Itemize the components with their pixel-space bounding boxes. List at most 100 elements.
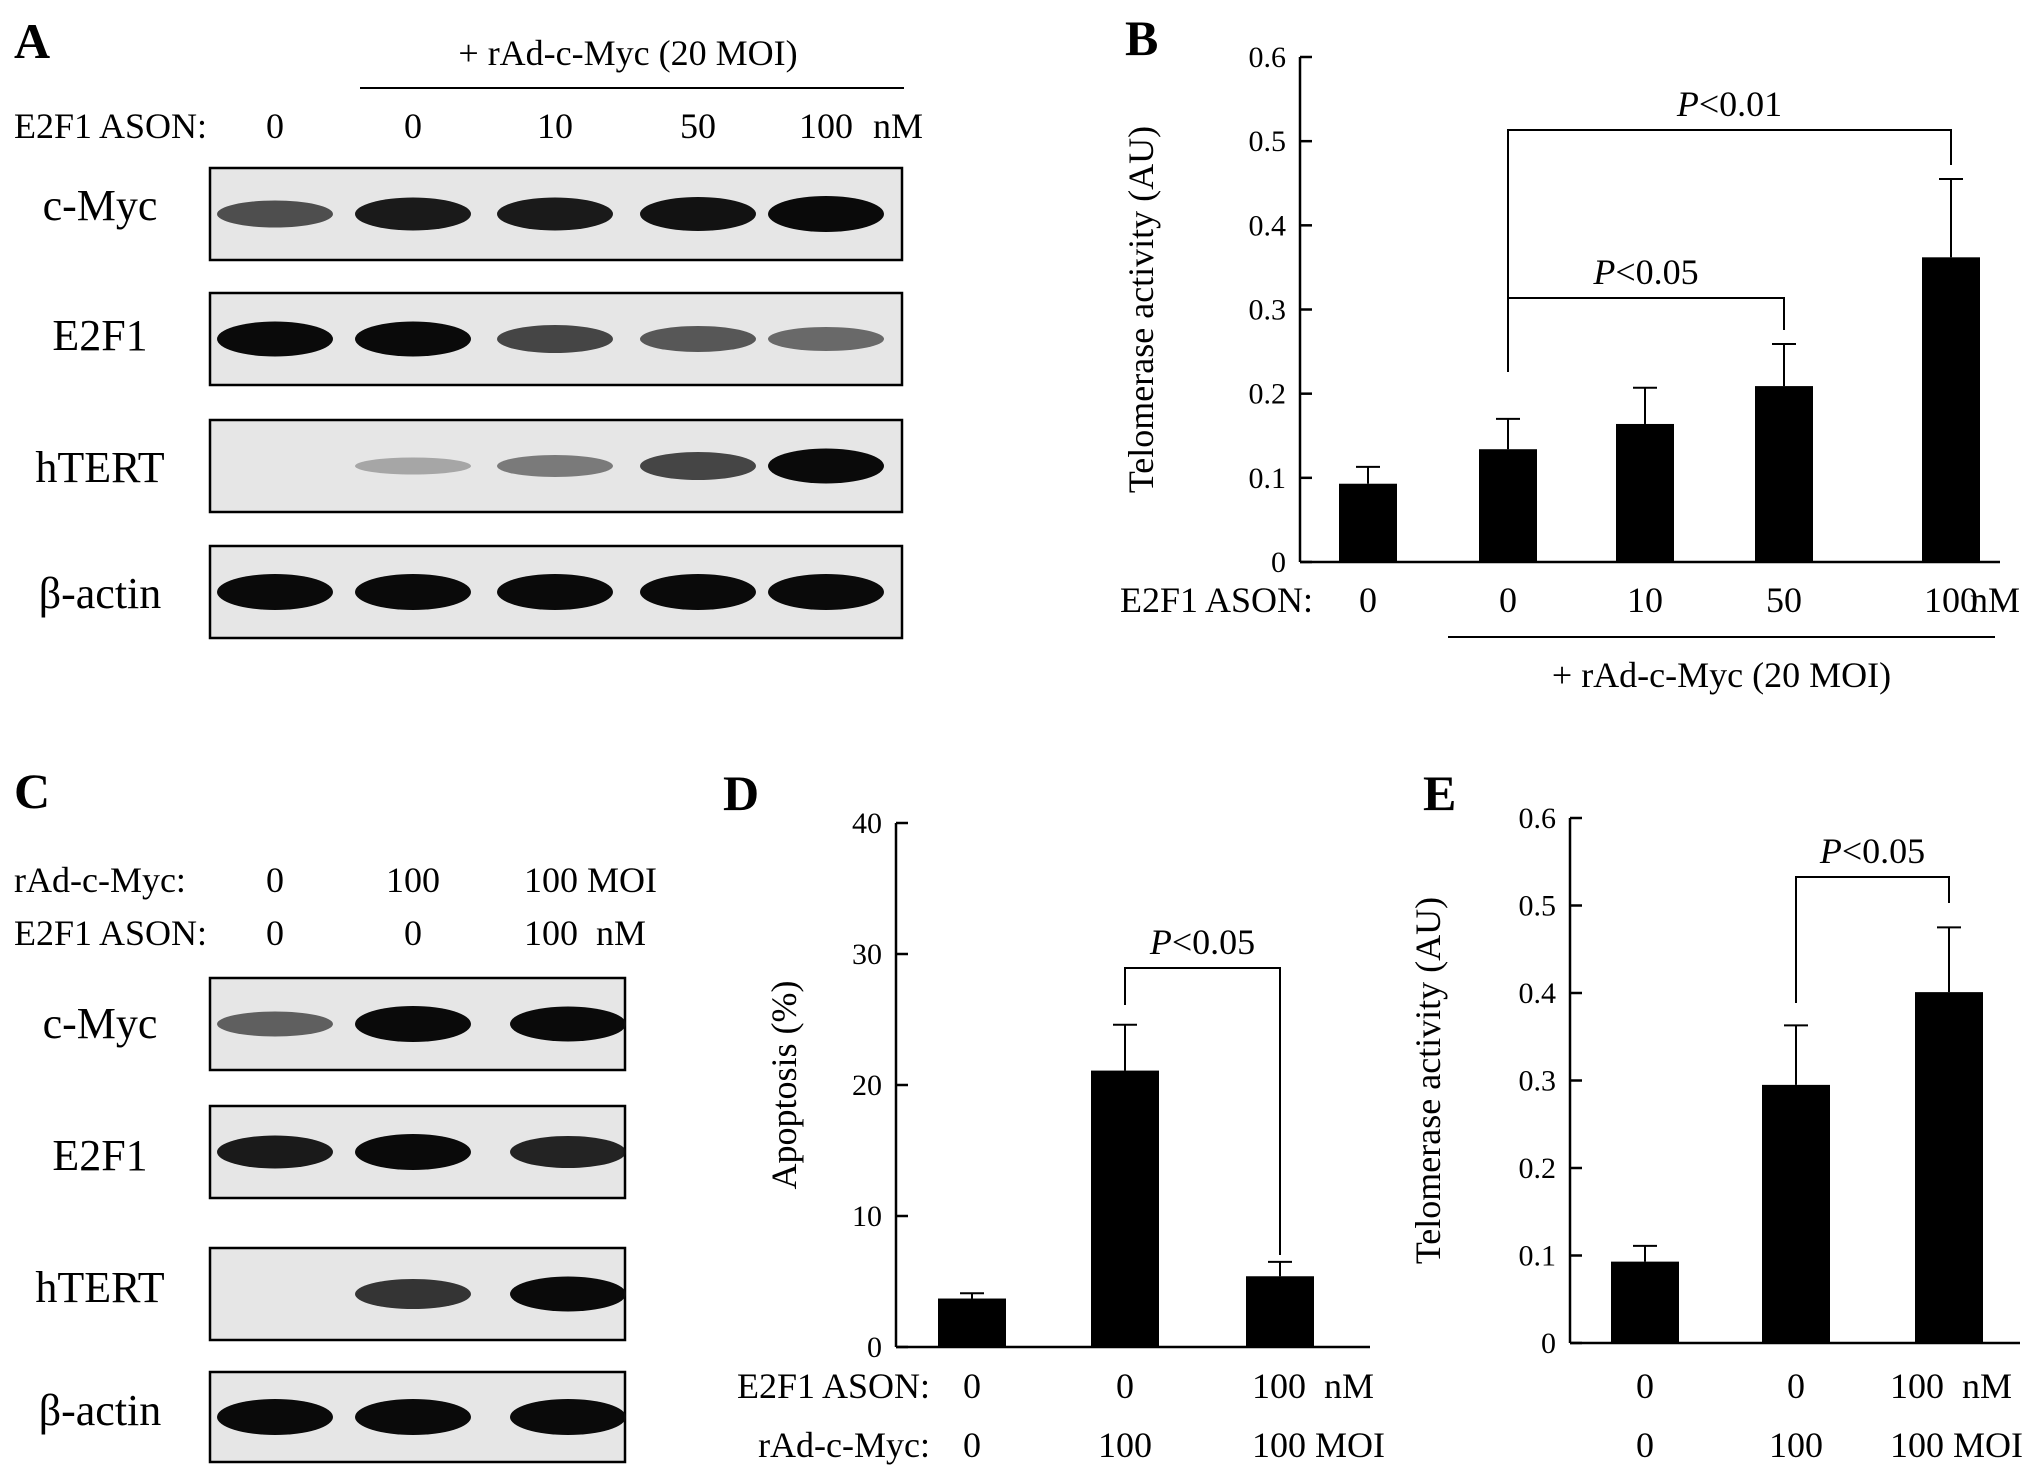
x-tick-label: 0 [1636,1366,1654,1406]
blot-a-band [355,197,471,231]
blot-a-band [768,327,884,351]
blot-htert [208,418,904,514]
significance-label: P<0.05 [1592,252,1698,292]
y-tick-label: 0.4 [1249,209,1287,242]
blot-beta-actin [208,544,904,640]
blot-c-band [510,1136,626,1168]
blot-c-myc [208,166,904,262]
panel-c-row2-value: 100 nM [524,913,646,953]
x-row-label: E2F1 ASON: [1120,580,1313,620]
y-tick-label: 10 [852,1200,882,1233]
x-row2-tick-label: 100 MOI [1890,1425,2023,1465]
panel-letter-a: A [14,13,50,69]
blot-htert [208,1246,627,1342]
chart-b: 0 0.1 0.2 0.3 0.4 0.5 0.6 Telomerase activity (… [1120,41,2020,695]
panel-c-row2-value: 0 [404,913,422,953]
blot-label-htert: hTERT [35,1263,164,1312]
bar [1616,423,1674,562]
group-label: + rAd-c-Myc (20 MOI) [1552,655,1891,695]
bar [1755,386,1813,562]
panel-a-lane-label: 0 [266,106,284,146]
bar [1762,1084,1830,1343]
blot-a-band [640,452,756,480]
panel-e: E 0 0.1 0.2 0.3 0.4 0.5 0.6 Telomerase activity… [1408,765,2023,1465]
blot-a-band [217,321,333,357]
blot-a-band [640,574,756,610]
blot-a-band [497,325,613,353]
y-tick-label: 0.4 [1519,977,1557,1010]
panel-c-row2-label: E2F1 ASON: [14,913,207,953]
panel-c-row2-value: 0 [266,913,284,953]
blot-a-band [497,197,613,231]
blot-a-band [768,448,884,484]
blot-c-band [510,1006,626,1042]
blot-a-band [768,574,884,610]
y-axis-label: Telomerase activity (AU) [1121,126,1161,493]
blot-c-band [217,1011,333,1037]
x-row2-tick-label: 0 [963,1425,981,1465]
blot-a-band [640,326,756,352]
blot-a-band [217,574,333,610]
blot-label-c-myc: c-Myc [43,999,158,1048]
blot-c-band [510,1276,626,1312]
blot-a-band [497,455,613,477]
y-tick-label: 0.2 [1249,378,1287,411]
y-axis-label: Telomerase activity (AU) [1408,897,1448,1264]
blot-a-band [768,196,884,232]
panel-a-lane-label: 0 [404,106,422,146]
blot-c-band [355,1399,471,1435]
significance-bracket [1507,129,1952,372]
panel-c-row1-label: rAd-c-Myc: [14,860,186,900]
y-tick-label: 0.3 [1249,294,1287,327]
x-tick-label: 0 [1116,1366,1134,1406]
y-tick-label: 0.1 [1249,462,1287,495]
x-tick-label: 100 nM [1252,1366,1374,1406]
significance-bracket [1507,297,1785,372]
blot-label-beta-actin: β-actin [39,1386,162,1435]
significance-label: P<0.05 [1149,922,1255,962]
blot-a-band [355,321,471,357]
blot-c-band [217,1399,333,1435]
panel-a: A + rAd-c-Myc (20 MOI) E2F1 ASON: 0 0 10… [14,13,923,640]
blot-a-band [217,200,333,228]
blot-a-band [355,574,471,610]
bar [1611,1261,1679,1343]
y-tick-label: 0 [867,1331,882,1364]
significance-bracket [1124,967,1281,1255]
blot-label-e2f1: E2F1 [52,1131,147,1180]
panel-a-row-label: E2F1 ASON: [14,106,207,146]
x-row2-tick-label: 100 [1098,1425,1152,1465]
panel-c-row1-value: 100 MOI [524,860,657,900]
blot-e2f1 [208,291,904,387]
panel-a-lane-label: 50 [680,106,716,146]
panel-c-row1-value: 100 [386,860,440,900]
panel-letter-d: D [723,765,759,821]
significance-bracket [1795,876,1950,1003]
x-tick-label: 0 [963,1366,981,1406]
y-tick-label: 30 [852,938,882,971]
blot-c-band [355,1134,471,1170]
y-tick-label: 0.5 [1519,890,1557,923]
y-tick-label: 40 [852,807,882,840]
bar [1915,992,1983,1343]
x-tick-label: 0 [1359,580,1377,620]
x-tick-label: 10 [1627,580,1663,620]
panel-b: B 0 0.1 0.2 0.3 0.4 0.5 0.6 Telomerase activity… [1120,10,2020,695]
x-row2-tick-label: 100 MOI [1252,1425,1385,1465]
y-tick-label: 20 [852,1069,882,1102]
x-row2-tick-label: 100 [1769,1425,1823,1465]
y-tick-label: 0 [1271,546,1286,579]
y-tick-label: 0.6 [1519,802,1557,835]
chart-e: 0 0.1 0.2 0.3 0.4 0.5 0.6 Telomerase activity (… [1408,802,2023,1465]
panel-a-lane-label: 100 [799,106,853,146]
blot-e2f1 [208,1104,627,1200]
bar [1922,257,1980,562]
x-tick-label: 0 [1499,580,1517,620]
panel-c: C rAd-c-Myc: 0 100 100 MOI E2F1 ASON: 0 … [14,763,657,1464]
y-tick-label: 0.3 [1519,1065,1557,1098]
panel-letter-b: B [1125,10,1158,66]
bar [1091,1070,1159,1347]
